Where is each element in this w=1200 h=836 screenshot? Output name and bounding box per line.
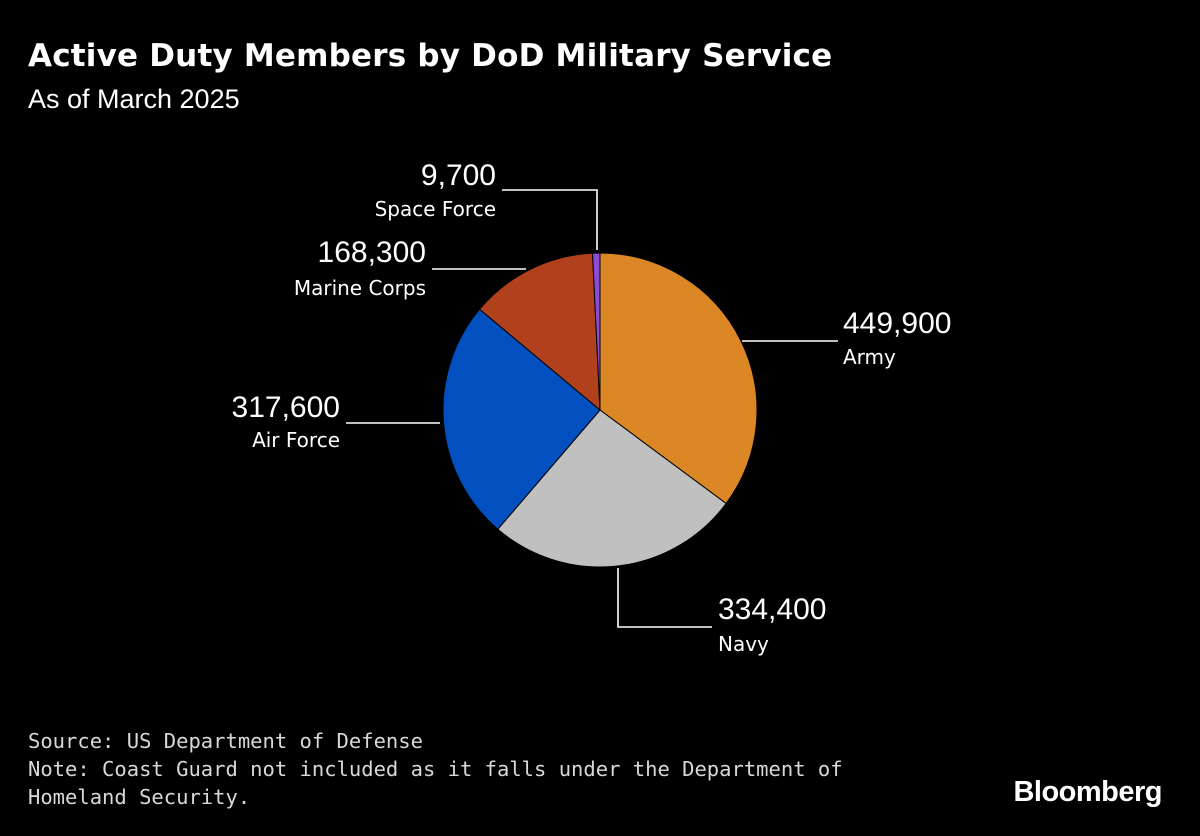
pie-slice-air-force xyxy=(442,308,601,530)
value-label-navy: 334,400 xyxy=(718,593,826,626)
value-label-air-force: 317,600 xyxy=(232,391,340,424)
pie-slice-army xyxy=(599,252,758,505)
value-label-army: 449,900 xyxy=(843,307,951,340)
chart-subtitle: As of March 2025 xyxy=(28,84,240,114)
leader-line-navy xyxy=(617,568,712,628)
note-line-2: Homeland Security. xyxy=(28,785,251,809)
category-label-navy: Navy xyxy=(718,632,769,656)
leader-line-space-force xyxy=(502,189,598,250)
note-line-1: Note: Coast Guard not included as it fal… xyxy=(28,757,843,781)
value-label-space-force: 9,700 xyxy=(421,159,496,192)
category-label-army: Army xyxy=(843,345,896,369)
value-label-marine-corps: 168,300 xyxy=(318,236,426,269)
category-label-air-force: Air Force xyxy=(252,428,340,452)
pie-slice-marine-corps xyxy=(478,252,601,412)
chart-footnote: Source: US Department of Defense Note: C… xyxy=(28,727,928,811)
category-label-marine-corps: Marine Corps xyxy=(294,276,426,300)
chart-title: Active Duty Members by DoD Military Serv… xyxy=(28,38,833,74)
pie-slice-navy xyxy=(497,409,727,568)
category-label-space-force: Space Force xyxy=(375,197,496,221)
source-note: Source: US Department of Defense xyxy=(28,729,423,753)
pie-slice-space-force xyxy=(592,252,601,411)
bloomberg-logo: Bloomberg xyxy=(1013,776,1162,808)
